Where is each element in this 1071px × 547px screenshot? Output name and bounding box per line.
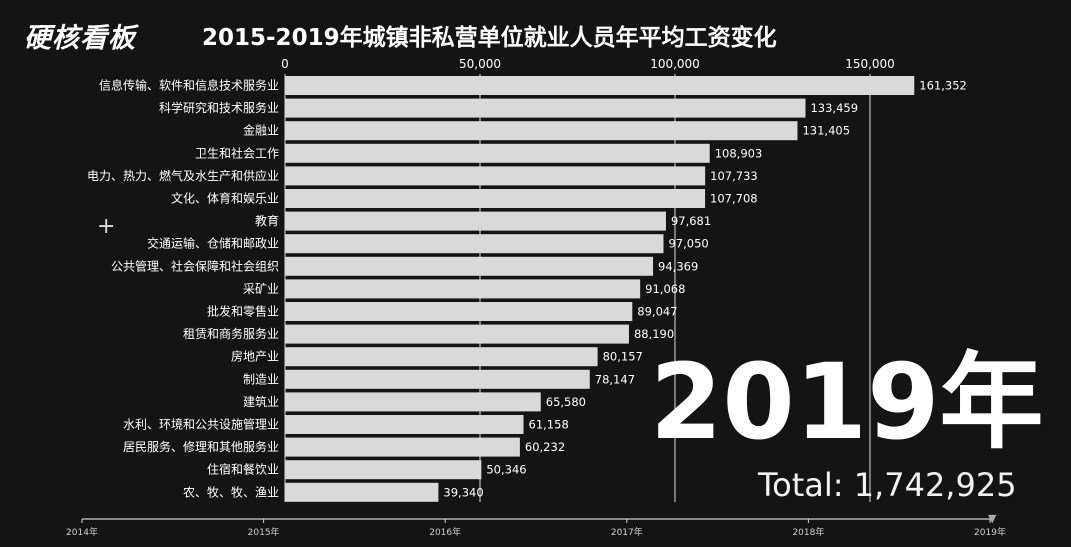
value-label: 94,369 — [658, 259, 698, 273]
value-label: 88,190 — [634, 327, 674, 341]
bar — [285, 211, 666, 231]
timeline-label: 2019年 — [974, 526, 1006, 538]
total-label: Total: 1,742,925 — [758, 466, 1017, 504]
value-label: 107,733 — [710, 169, 758, 183]
bar — [285, 302, 633, 321]
category-label: 水利、环境和公共设施管理业 — [123, 417, 279, 432]
value-label: 89,047 — [637, 305, 677, 319]
value-label: 80,157 — [603, 350, 643, 364]
category-label: 信息传输、软件和信息技术服务业 — [99, 78, 279, 93]
bar — [285, 189, 706, 208]
bar — [285, 143, 710, 163]
timeline-label: 2017年 — [611, 526, 643, 538]
value-label: 61,158 — [529, 418, 569, 432]
bar — [285, 437, 520, 457]
value-label: 97,681 — [671, 214, 711, 228]
category-label: 科学研究和技术服务业 — [159, 100, 279, 115]
value-label: 161,352 — [919, 79, 967, 93]
value-label: 108,903 — [715, 146, 763, 160]
logo: 硬核看板 — [24, 23, 136, 54]
bar — [285, 369, 590, 389]
bar — [285, 482, 439, 502]
bar — [285, 121, 798, 141]
bar — [285, 76, 915, 95]
timeline-label: 2015年 — [248, 526, 280, 538]
category-label: 卫生和社会工作 — [195, 145, 279, 160]
year-label: 2019年 — [650, 341, 1044, 463]
bar — [285, 279, 641, 299]
category-label: 租赁和商务服务业 — [183, 326, 279, 341]
value-label: 65,580 — [546, 395, 586, 409]
value-label: 97,050 — [668, 237, 708, 251]
bar — [285, 166, 706, 186]
category-label: 住宿和餐饮业 — [207, 462, 279, 477]
category-label: 建筑业 — [243, 394, 279, 409]
value-label: 39,340 — [443, 485, 483, 499]
bar — [285, 460, 482, 480]
timeline-label: 2016年 — [429, 526, 461, 538]
bar — [285, 324, 629, 344]
bar — [285, 98, 806, 118]
bar — [285, 234, 664, 254]
category-label: 批发和零售业 — [207, 304, 279, 319]
timeline-label: 2018年 — [792, 526, 824, 538]
crosshair-icon: + — [97, 214, 116, 239]
value-label: 50,346 — [486, 463, 526, 477]
timeline-marker-icon[interactable]: ▼ — [988, 512, 997, 525]
category-label: 文化、体育和娱乐业 — [171, 191, 279, 206]
timeline-label: 2014年 — [66, 526, 98, 538]
category-label: 电力、热力、燃气及水生产和供应业 — [87, 168, 279, 183]
category-label: 制造业 — [243, 372, 279, 386]
chart-title: 2015-2019年城镇非私营单位就业人员年平均工资变化 — [202, 25, 777, 51]
value-label: 131,405 — [802, 124, 850, 138]
category-label: 采矿业 — [243, 282, 279, 296]
x-tick-label: 50,000 — [459, 57, 501, 71]
category-label: 农、牧、牧、渔业 — [183, 485, 279, 499]
x-tick-label: 0 — [281, 57, 289, 71]
bar — [285, 392, 541, 412]
x-tick-label: 150,000 — [845, 57, 895, 71]
value-label: 78,147 — [595, 372, 635, 386]
category-label: 金融业 — [243, 123, 279, 138]
bar — [285, 256, 654, 276]
category-label: 房地产业 — [231, 349, 279, 364]
value-label: 91,068 — [645, 282, 685, 296]
value-label: 133,459 — [810, 101, 858, 115]
category-label: 交通运输、仓储和邮政业 — [147, 236, 279, 251]
bar — [285, 347, 598, 367]
category-label: 教育 — [255, 213, 279, 228]
value-label: 60,232 — [525, 440, 565, 454]
x-tick-label: 100,000 — [650, 57, 700, 71]
category-label: 居民服务、修理和其他服务业 — [123, 439, 279, 454]
category-label: 公共管理、社会保障和社会组织 — [111, 258, 279, 273]
bar — [285, 415, 524, 434]
value-label: 107,708 — [710, 192, 758, 206]
